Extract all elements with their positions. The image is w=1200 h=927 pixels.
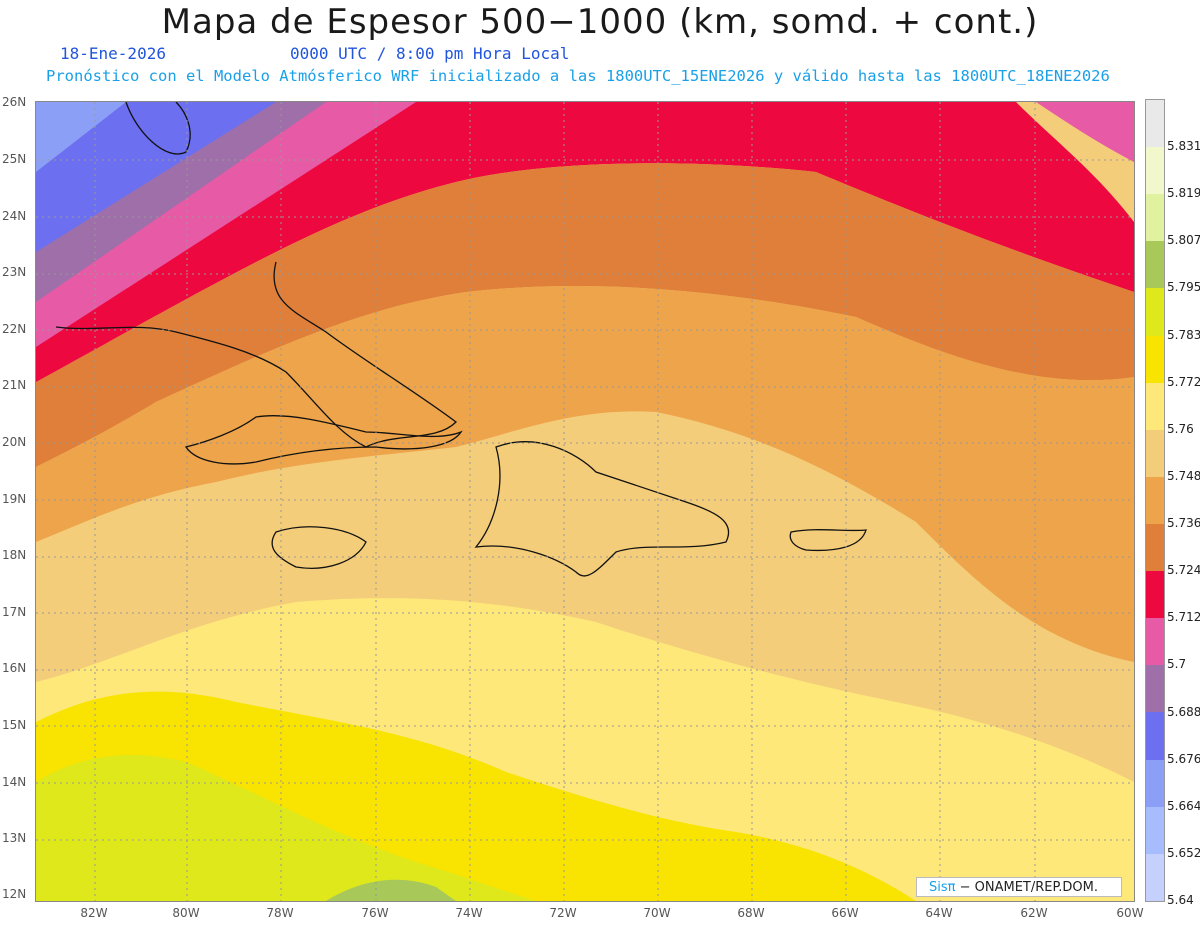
lat-label: 12N: [2, 887, 27, 901]
lat-label: 24N: [2, 209, 27, 223]
colorbar-label: 5.795: [1167, 280, 1200, 295]
lon-label: 72W: [549, 906, 577, 920]
lon-label: 80W: [172, 906, 200, 920]
lat-label: 23N: [2, 265, 27, 279]
lat-label: 26N: [2, 95, 27, 109]
colorbar: [1145, 99, 1165, 902]
colorbar-label: 5.831: [1167, 139, 1200, 154]
colorbar-label: 5.772: [1167, 374, 1200, 389]
lat-label: 20N: [2, 435, 27, 449]
colorbar-swatch: [1146, 665, 1164, 713]
colorbar-swatch: [1146, 759, 1164, 807]
lat-label: 17N: [2, 605, 27, 619]
lon-label: 62W: [1020, 906, 1048, 920]
lat-label: 13N: [2, 831, 27, 845]
lon-label: 70W: [643, 906, 671, 920]
colorbar-swatch: [1146, 147, 1164, 195]
colorbar-swatch: [1146, 853, 1164, 901]
colorbar-swatch: [1146, 100, 1164, 148]
coastlines: [55, 102, 867, 577]
colorbar-swatch: [1146, 806, 1164, 854]
colorbar-label: 5.676: [1167, 751, 1200, 766]
colorbar-swatch: [1146, 618, 1164, 666]
colorbar-label: 5.688: [1167, 704, 1200, 719]
lon-label: 82W: [80, 906, 108, 920]
colorbar-swatch: [1146, 241, 1164, 289]
colorbar-swatch: [1146, 288, 1164, 336]
colorbar-label: 5.712: [1167, 610, 1200, 625]
forecast-date: 18-Ene-2026: [60, 44, 166, 63]
colorbar-swatch: [1146, 476, 1164, 524]
colorbar-label: 5.664: [1167, 798, 1200, 813]
lat-label: 21N: [2, 378, 27, 392]
lon-label: 66W: [831, 906, 859, 920]
colorbar-swatch: [1146, 194, 1164, 242]
colorbar-label: 5.76: [1167, 421, 1194, 436]
colorbar-swatch: [1146, 429, 1164, 477]
lon-label: 68W: [737, 906, 765, 920]
colorbar-swatch: [1146, 712, 1164, 760]
forecast-time: 0000 UTC / 8:00 pm Hora Local: [290, 44, 570, 63]
credit-text: − ONAMET/REP.DOM.: [955, 880, 1099, 895]
lat-label: 16N: [2, 661, 27, 675]
colorbar-label: 5.819: [1167, 186, 1200, 201]
lat-label: 22N: [2, 322, 27, 336]
colorbar-swatch: [1146, 571, 1164, 619]
colorbar-label: 5.783: [1167, 327, 1200, 342]
colorbar-label: 5.748: [1167, 468, 1200, 483]
model-info: Pronóstico con el Modelo Atmósferico WRF…: [46, 67, 1110, 85]
lon-label: 64W: [925, 906, 953, 920]
thickness-map: [35, 101, 1135, 902]
colorbar-swatch: [1146, 335, 1164, 383]
lat-label: 15N: [2, 718, 27, 732]
credit-box: Sisπ − ONAMET/REP.DOM.: [916, 877, 1122, 897]
colorbar-label: 5.7: [1167, 657, 1187, 672]
lon-label: 76W: [361, 906, 389, 920]
colorbar-swatch: [1146, 382, 1164, 430]
lat-label: 25N: [2, 152, 27, 166]
map-title: Mapa de Espesor 500−1000 (km, somd. + co…: [161, 2, 1039, 42]
colorbar-swatch: [1146, 523, 1164, 572]
lat-label: 14N: [2, 775, 27, 789]
lon-label: 78W: [266, 906, 294, 920]
graticule: [36, 102, 1134, 901]
lon-label: 60W: [1116, 906, 1144, 920]
lat-label: 19N: [2, 492, 27, 506]
lat-label: 18N: [2, 548, 27, 562]
lon-label: 74W: [455, 906, 483, 920]
colorbar-label: 5.724: [1167, 563, 1200, 578]
colorbar-label: 5.807: [1167, 233, 1200, 248]
colorbar-label: 5.652: [1167, 845, 1200, 860]
colorbar-label: 5.64: [1167, 893, 1194, 907]
credit-brand: Sisπ: [929, 880, 956, 895]
colorbar-label: 5.736: [1167, 516, 1200, 531]
